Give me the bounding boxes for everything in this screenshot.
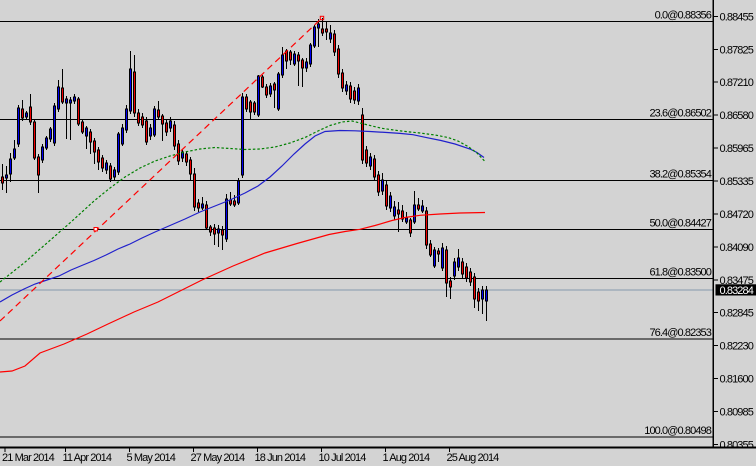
svg-text:0.84720: 0.84720 (720, 209, 754, 221)
svg-text:11 Apr 2014: 11 Apr 2014 (63, 452, 112, 464)
svg-text:76.4@0.82353: 76.4@0.82353 (649, 327, 711, 339)
svg-text:10 Jul 2014: 10 Jul 2014 (319, 452, 367, 464)
svg-text:0.84090: 0.84090 (720, 242, 754, 254)
svg-text:25 Aug 2014: 25 Aug 2014 (447, 452, 500, 464)
svg-text:0.87825: 0.87825 (720, 44, 754, 56)
svg-text:0.82845: 0.82845 (720, 308, 754, 320)
svg-text:27 May 2014: 27 May 2014 (191, 452, 245, 464)
svg-text:61.8@0.83500: 61.8@0.83500 (649, 266, 711, 278)
svg-text:0.86580: 0.86580 (720, 110, 754, 122)
svg-text:0.80985: 0.80985 (720, 407, 754, 419)
svg-text:0.81600: 0.81600 (720, 374, 754, 386)
svg-text:0.85965: 0.85965 (720, 143, 754, 155)
svg-text:0.80355: 0.80355 (720, 439, 754, 451)
svg-text:18 Jun 2014: 18 Jun 2014 (255, 452, 306, 464)
svg-text:0.85335: 0.85335 (720, 176, 754, 188)
svg-text:21 Mar 2014: 21 Mar 2014 (2, 452, 55, 464)
svg-text:0.87210: 0.87210 (720, 77, 754, 89)
svg-text:0.0@0.88356: 0.0@0.88356 (655, 10, 712, 22)
svg-text:50.0@0.84427: 50.0@0.84427 (649, 217, 711, 229)
svg-text:23.6@0.86502: 23.6@0.86502 (649, 108, 711, 120)
svg-text:38.2@0.85354: 38.2@0.85354 (649, 168, 711, 180)
svg-text:100.0@0.80498: 100.0@0.80498 (644, 425, 712, 437)
svg-text:0.83475: 0.83475 (720, 275, 754, 287)
svg-text:0.82230: 0.82230 (720, 341, 754, 353)
svg-text:0.83284: 0.83284 (720, 285, 754, 297)
svg-text:1 Aug 2014: 1 Aug 2014 (383, 452, 430, 464)
svg-text:0.88455: 0.88455 (720, 11, 754, 23)
svg-text:5 May 2014: 5 May 2014 (127, 452, 176, 464)
